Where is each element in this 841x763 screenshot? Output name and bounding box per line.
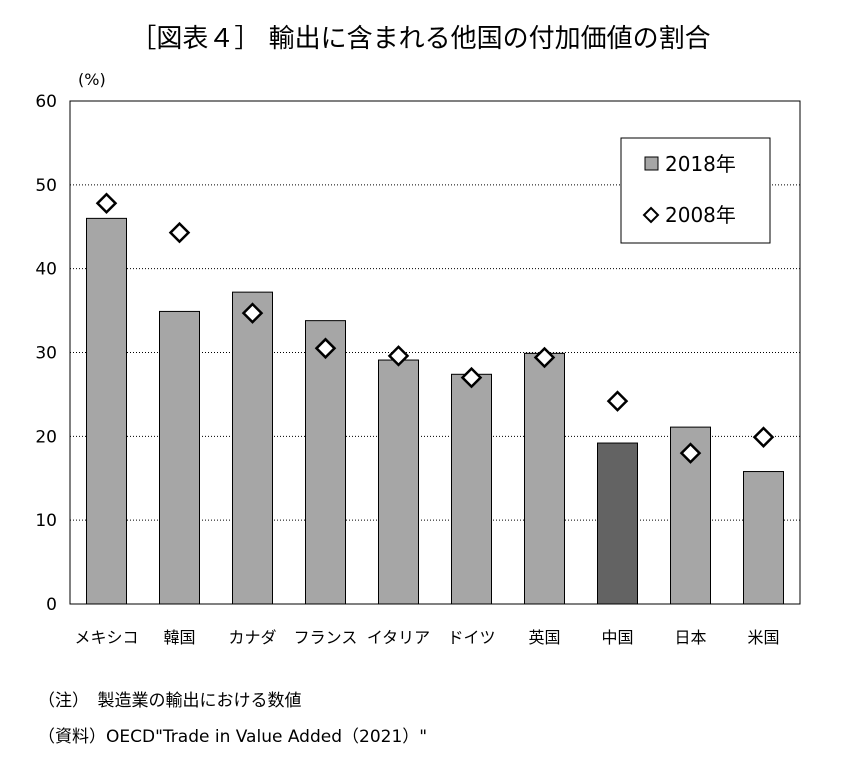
bar-2018 [451, 373, 492, 605]
y-tick-label: 0 [46, 595, 57, 615]
y-tick-label: 40 [35, 260, 57, 280]
y-tick-label: 20 [35, 427, 57, 447]
x-category-label: カナダ [228, 628, 276, 647]
legend: 2018年 2008年 [620, 137, 771, 244]
y-tick-label: 10 [35, 511, 57, 531]
chart-source: （資料）OECD"Trade in Value Added（2021）" [38, 727, 428, 747]
legend-label-2008: 2008年 [665, 203, 736, 227]
plot-frame [69, 100, 801, 605]
marker-2008 [460, 366, 483, 389]
bar-2018 [524, 352, 565, 605]
chart-note: （注） 製造業の輸出における数値 [38, 691, 302, 711]
marker-2008 [606, 390, 629, 412]
x-category-label: ドイツ [447, 628, 495, 647]
marker-2008 [387, 345, 410, 367]
x-category-label: イタリア [367, 628, 430, 647]
marker-2008 [168, 221, 191, 244]
x-category-label: 米国 [747, 628, 779, 647]
marker-2008 [679, 442, 702, 464]
legend-box [620, 137, 771, 244]
y-tick-label: 60 [35, 92, 57, 112]
bar-2018 [86, 217, 127, 605]
bar-chart: 0 10 20 30 40 50 60 メキシコ 韓国 カナダ フランス イタリア ドイツ 英国 中国 日本 米… [35, 92, 801, 647]
bar-2018 [378, 359, 419, 605]
x-category-label: フランス [294, 628, 358, 647]
x-category-label: 日本 [674, 628, 706, 647]
x-category-label: 中国 [601, 628, 633, 647]
x-category-label: 英国 [528, 628, 560, 647]
marker-2008 [241, 302, 264, 324]
marker-2008 [533, 346, 556, 369]
bar-2018 [305, 320, 346, 605]
y-unit-label: (%) [78, 70, 106, 89]
y-tick-label: 50 [35, 176, 57, 196]
marker-2008 [752, 426, 775, 448]
bar-2018 [597, 442, 638, 605]
x-category-label: メキシコ [74, 628, 138, 647]
marker-2008 [314, 337, 337, 360]
x-category-label: 韓国 [163, 628, 195, 647]
legend-swatch-2018 [644, 156, 659, 171]
chart-title: ［図表４］ 輸出に含まれる他国の付加価値の割合 [130, 24, 711, 54]
bar-2018 [159, 310, 200, 605]
y-tick-label: 30 [35, 344, 57, 364]
marker-2008 [95, 192, 118, 215]
legend-swatch-2008 [642, 206, 660, 224]
legend-label-2018: 2018年 [665, 152, 736, 176]
bar-2018 [232, 291, 273, 605]
bar-2018 [743, 471, 784, 605]
